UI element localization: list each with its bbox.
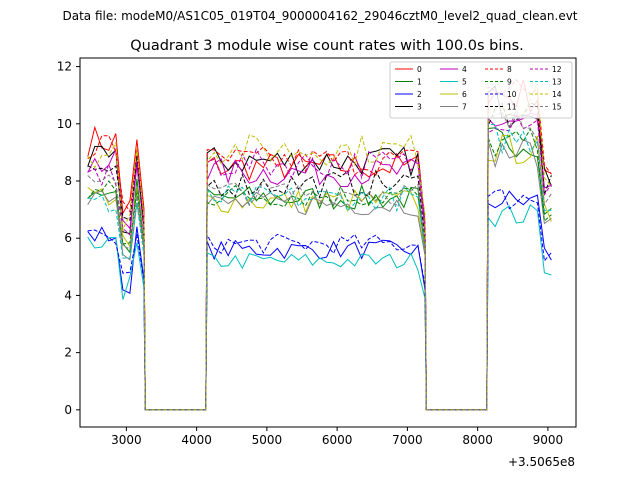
legend-label-5: 5: [462, 78, 467, 87]
legend-label-0: 0: [417, 65, 422, 74]
x-offset-label: +3.5065e8: [508, 455, 575, 469]
x-tick-label: 7000: [392, 433, 423, 447]
x-tick-label: 9000: [533, 433, 564, 447]
chart-title: Quadrant 3 module wise count rates with …: [130, 38, 524, 54]
legend-label-1: 1: [417, 78, 422, 87]
legend-box: [389, 61, 573, 119]
y-tick-label: 8: [64, 174, 72, 188]
x-tick-label: 8000: [462, 433, 493, 447]
figure-suptitle: Data file: modeM0/AS1C05_019T04_90000041…: [62, 9, 577, 23]
y-tick-label: 12: [57, 60, 72, 74]
legend-label-7: 7: [462, 103, 467, 112]
legend-label-9: 9: [507, 78, 512, 87]
plot-frame: [79, 57, 577, 428]
legend-label-11: 11: [507, 103, 517, 112]
y-tick-label: 2: [64, 346, 72, 360]
legend-label-15: 15: [552, 103, 562, 112]
x-tick-label: 6000: [322, 433, 353, 447]
x-tick-label: 5000: [252, 433, 283, 447]
legend-label-2: 2: [417, 90, 422, 99]
legend-label-6: 6: [462, 90, 467, 99]
y-tick-label: 10: [57, 117, 72, 131]
y-tick-label: 4: [64, 288, 72, 302]
legend-label-14: 14: [552, 90, 562, 99]
legend-label-10: 10: [507, 90, 517, 99]
x-tick-label: 3000: [111, 433, 142, 447]
legend-label-12: 12: [552, 65, 562, 74]
y-tick-label: 6: [64, 231, 72, 245]
plot-background: [80, 58, 576, 427]
legend-label-8: 8: [507, 65, 512, 74]
y-tick-label: 0: [64, 403, 72, 417]
legend-label-13: 13: [552, 78, 562, 87]
x-tick-label: 4000: [181, 433, 212, 447]
legend-label-3: 3: [417, 103, 422, 112]
legend-label-4: 4: [462, 65, 467, 74]
